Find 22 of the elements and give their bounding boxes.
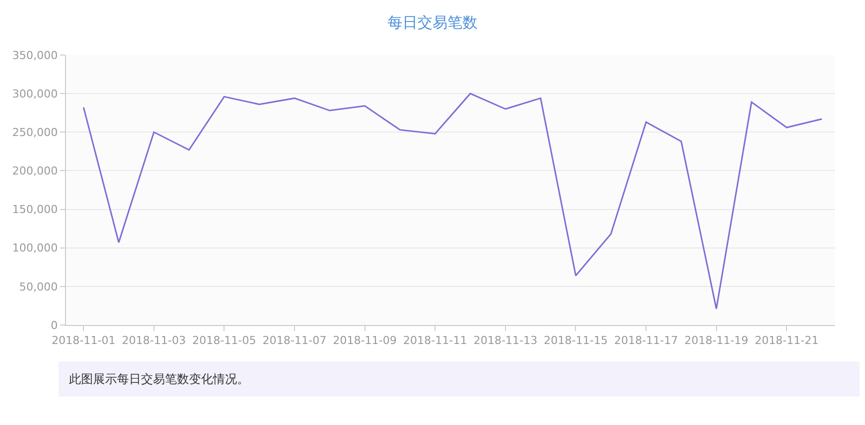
y-tick-label: 300,000: [12, 87, 58, 100]
x-tick-label: 2018-11-07: [262, 334, 326, 348]
x-tick-label: 2018-11-01: [52, 334, 116, 348]
y-tick-label: 50,000: [19, 280, 58, 294]
line-series: [82, 92, 823, 310]
x-tick-label: 2018-11-05: [192, 334, 256, 348]
chart-title: 每日交易笔数: [388, 14, 478, 32]
x-tick-label: 2018-11-09: [332, 334, 397, 348]
y-tick-label: 0: [50, 318, 58, 332]
x-tick-label: 2018-11-19: [684, 334, 748, 348]
y-tick-label: 250,000: [12, 126, 58, 139]
x-tick-label: 2018-11-11: [403, 334, 468, 348]
x-tick-label: 2018-11-17: [614, 334, 678, 348]
x-tick-label: 2018-11-15: [544, 334, 608, 348]
y-tick-label: 200,000: [12, 164, 58, 178]
x-tick-label: 2018-11-03: [122, 334, 186, 348]
x-tick-label: 2018-11-13: [473, 334, 538, 348]
x-tick-label: 2018-11-21: [754, 334, 819, 348]
y-tick-label: 150,000: [12, 203, 58, 216]
y-tick-label: 350,000: [12, 48, 58, 62]
y-tick-label: 100,000: [12, 242, 58, 255]
text: 此图展示每日交易笔数变化情况。: [69, 372, 249, 386]
